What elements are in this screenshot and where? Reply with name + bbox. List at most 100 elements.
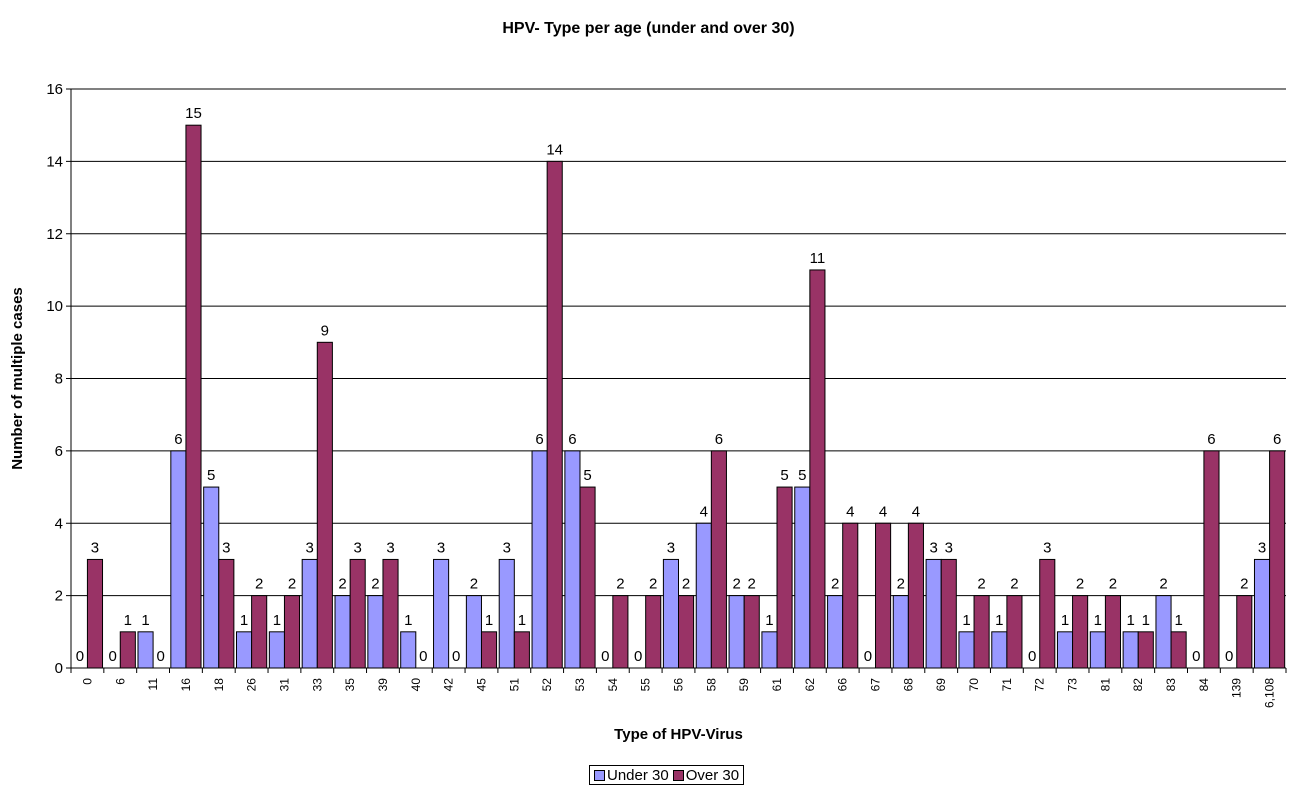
data-label: 0: [1192, 648, 1200, 665]
x-tick-label: 58: [704, 678, 718, 692]
bar-under-30: [531, 450, 548, 669]
data-label: 2: [338, 576, 346, 593]
x-tick-label: 59: [737, 678, 751, 692]
x-tick-label: 26: [245, 678, 259, 692]
data-label: 2: [649, 576, 657, 593]
x-tick-label: 70: [967, 678, 981, 692]
data-label: 3: [222, 539, 230, 556]
bar-over-30: [119, 631, 136, 669]
y-tick-label: 12: [46, 226, 63, 243]
x-tick-label: 16: [179, 678, 193, 692]
data-label: 1: [124, 612, 132, 629]
data-label: 4: [700, 503, 708, 520]
data-label: 2: [977, 576, 985, 593]
bar-over-30: [251, 595, 268, 669]
y-tick-label: 2: [55, 588, 63, 605]
data-label: 5: [583, 467, 591, 484]
data-label: 0: [1225, 648, 1233, 665]
bar-over-30: [842, 522, 859, 669]
y-axis-title: Number of multiple cases: [9, 287, 26, 470]
x-tick-label: 31: [277, 678, 291, 692]
bar-under-30: [695, 522, 712, 669]
bar-over-30: [710, 450, 727, 669]
x-tick-label: 6,108: [1263, 678, 1277, 708]
data-label: 0: [76, 648, 84, 665]
data-label: 0: [452, 648, 460, 665]
data-label: 3: [503, 539, 511, 556]
data-label: 0: [634, 648, 642, 665]
bar-over-30: [1269, 450, 1286, 669]
x-tick-label: 67: [869, 678, 883, 692]
x-tick-label: 39: [376, 678, 390, 692]
bar-over-30: [973, 595, 990, 669]
legend-item-under-30: Under 30: [594, 767, 669, 784]
legend-item-over-30: Over 30: [672, 767, 739, 784]
data-label: 2: [1159, 576, 1167, 593]
y-tick-label: 16: [46, 81, 63, 98]
x-tick-label: 72: [1033, 678, 1047, 692]
x-tick-label: 69: [934, 678, 948, 692]
bar-over-30: [743, 595, 760, 669]
bar-over-30: [612, 595, 629, 669]
data-label: 2: [748, 576, 756, 593]
data-label: 1: [1061, 612, 1069, 629]
bar-under-30: [1155, 595, 1172, 669]
bar-over-30: [218, 558, 235, 669]
data-label: 3: [437, 539, 445, 556]
bar-under-30: [925, 558, 942, 669]
data-label: 4: [912, 503, 920, 520]
data-label: 0: [419, 648, 427, 665]
bar-over-30: [1072, 595, 1089, 669]
x-tick-label: 11: [146, 678, 160, 691]
data-label: 1: [485, 612, 493, 629]
data-label: 1: [1142, 612, 1150, 629]
data-label: 1: [273, 612, 281, 629]
x-tick-label: 18: [212, 678, 226, 692]
bar-over-30: [382, 558, 399, 669]
y-tick-label: 0: [55, 660, 63, 677]
bar-under-30: [1089, 631, 1106, 669]
bar-over-30: [1170, 631, 1187, 669]
x-tick-label: 73: [1066, 678, 1080, 692]
x-tick-label: 51: [507, 678, 521, 692]
data-label: 0: [601, 648, 609, 665]
y-tick-label: 6: [55, 443, 63, 460]
bar-over-30: [579, 486, 596, 669]
data-label: 3: [945, 539, 953, 556]
data-label: 2: [288, 576, 296, 593]
bar-under-30: [367, 595, 384, 669]
data-label: 5: [798, 467, 806, 484]
bar-under-30: [498, 558, 515, 669]
bar-under-30: [662, 558, 679, 669]
data-label: 14: [546, 141, 563, 158]
data-label: 0: [109, 648, 117, 665]
bar-over-30: [349, 558, 366, 669]
data-label: 0: [864, 648, 872, 665]
bar-under-30: [1122, 631, 1139, 669]
data-label: 2: [1010, 576, 1018, 593]
bar-under-30: [203, 486, 220, 669]
data-label: 2: [897, 576, 905, 593]
data-label: 3: [1043, 539, 1051, 556]
bar-over-30: [185, 124, 202, 669]
y-tick-label: 4: [55, 515, 63, 532]
data-label: 2: [1240, 576, 1248, 593]
data-label: 6: [1207, 431, 1215, 448]
legend-label-under-30: Under 30: [607, 766, 669, 784]
data-label: 1: [765, 612, 773, 629]
x-tick-label: 71: [1000, 678, 1014, 692]
bar-over-30: [480, 631, 498, 669]
data-label: 3: [306, 539, 314, 556]
data-label: 6: [715, 431, 723, 448]
x-tick-label: 45: [474, 678, 488, 692]
data-label: 1: [995, 612, 1003, 629]
data-label: 2: [371, 576, 379, 593]
bar-over-30: [86, 558, 104, 669]
x-tick-label: 53: [573, 678, 587, 692]
bar-under-30: [433, 558, 450, 669]
data-label: 2: [732, 576, 740, 593]
x-tick-label: 54: [606, 678, 620, 692]
data-label: 0: [1028, 648, 1036, 665]
data-label: 2: [1109, 576, 1117, 593]
bar-under-30: [761, 631, 778, 669]
